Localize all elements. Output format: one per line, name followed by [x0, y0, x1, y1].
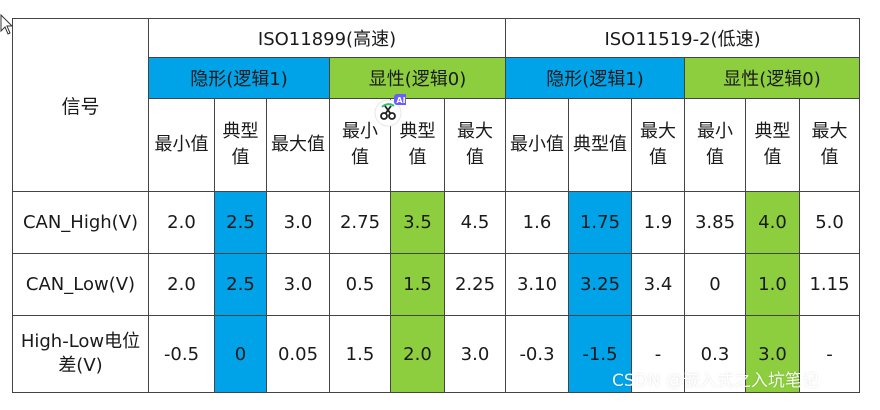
ai-badge-label: AI: [396, 96, 405, 105]
ai-tool-button[interactable]: AI: [372, 93, 408, 129]
table-cell: 1.0: [745, 253, 800, 316]
stat-header: 最大值: [631, 98, 685, 192]
stat-header: 最小值: [148, 98, 215, 192]
table-cell: 3.0: [444, 315, 506, 393]
table-cell: 3.25: [568, 253, 632, 316]
mode-recessive-low-speed: 隐形(逻辑1): [505, 57, 685, 99]
table-cell: 2.0: [390, 315, 445, 393]
table-cell: 2.75: [329, 191, 391, 254]
table-row: High-Low电位差(V) -0.5 0 0.05 1.5 2.0 3.0 -…: [12, 315, 861, 393]
stat-header: 最大值: [444, 98, 506, 192]
table-cell: 0.5: [329, 253, 391, 316]
table-cell: 3.5: [390, 191, 445, 254]
signal-name: CAN_Low(V): [12, 253, 149, 316]
table-cell: 2.0: [148, 191, 215, 254]
table-cell: 1.5: [329, 315, 391, 393]
table-cell: 0: [684, 253, 746, 316]
table-cell: 1.15: [798, 253, 861, 316]
table-row: CAN_Low(V) 2.0 2.5 3.0 0.5 1.5 2.25 3.10…: [12, 253, 861, 316]
table-row: CAN_High(V) 2.0 2.5 3.0 2.75 3.5 4.5 1.6…: [12, 191, 861, 254]
stat-header: 典型值: [745, 98, 800, 192]
table-cell: 5.0: [798, 191, 861, 254]
caption-fragment: [18, 0, 538, 6]
stat-header: 最大值: [798, 98, 861, 192]
table-cell: 0.3: [684, 315, 746, 393]
table-cell: 3.85: [684, 191, 746, 254]
mode-dominant-low-speed: 显性(逻辑0): [683, 57, 861, 99]
table-cell: 4.5: [444, 191, 506, 254]
table-cell: 1.75: [568, 191, 632, 254]
table-cell: 2.25: [444, 253, 506, 316]
signal-header: 信号: [12, 18, 149, 192]
table-cell: -: [798, 315, 861, 393]
standard-low-speed: ISO11519-2(低速): [504, 18, 861, 58]
table-cell: -0.5: [148, 315, 215, 393]
stat-header: 典型值: [568, 98, 632, 192]
signal-name: CAN_High(V): [12, 191, 149, 254]
signal-name: High-Low电位差(V): [12, 315, 149, 393]
table-cell: 2.0: [148, 253, 215, 316]
can-level-table: 信号 ISO11899(高速) ISO11519-2(低速) 隐形(逻辑1) 显…: [12, 18, 861, 393]
stat-header: 最小值: [505, 98, 569, 192]
table-cell: 3.0: [266, 253, 330, 316]
table-cell: 3.0: [745, 315, 800, 393]
table-cell: -1.5: [568, 315, 632, 393]
mouse-cursor-icon: [0, 14, 14, 35]
table-cell: 3.10: [505, 253, 569, 316]
stat-header: 最小值: [684, 98, 746, 192]
table-cell: -: [631, 315, 685, 393]
table-cell: -0.3: [505, 315, 569, 393]
table-cell: 1.5: [390, 253, 445, 316]
table-cell: 2.5: [214, 191, 267, 254]
table-cell: 1.6: [505, 191, 569, 254]
table-cell: 0: [214, 315, 267, 393]
watermark: CSDN @嵌入式之入坑笔记: [612, 371, 819, 391]
standard-high-speed: ISO11899(高速): [148, 18, 506, 58]
table-cell: 3.0: [266, 191, 330, 254]
stat-header: 典型值: [214, 98, 267, 192]
table-cell: 1.9: [631, 191, 685, 254]
mode-dominant-high-speed: 显性(逻辑0): [329, 57, 506, 99]
table-cell: 4.0: [745, 191, 800, 254]
table-cell: 2.5: [214, 253, 267, 316]
stat-header: 最大值: [266, 98, 330, 192]
mode-recessive-high-speed: 隐形(逻辑1): [148, 57, 330, 99]
table-cell: 3.4: [631, 253, 685, 316]
scissors-icon: AI: [374, 94, 408, 127]
table-cell: 0.05: [266, 315, 330, 393]
